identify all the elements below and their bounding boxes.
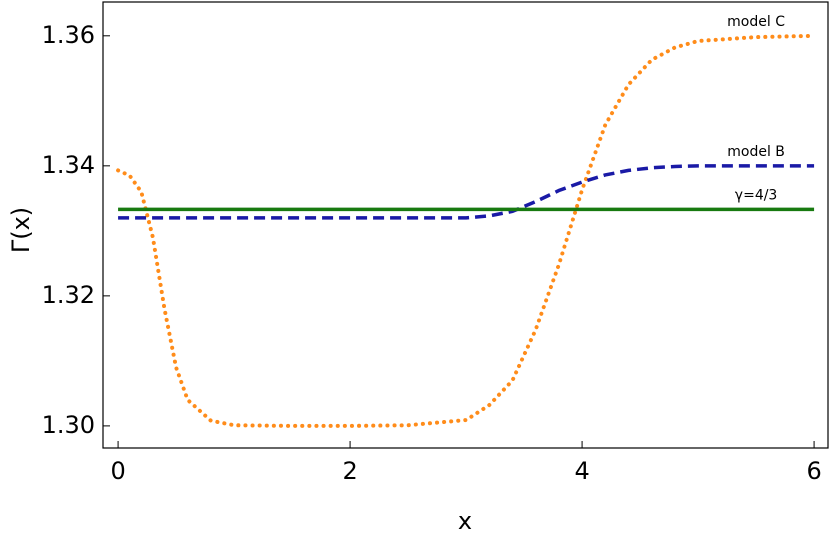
y-tick-label: 1.32 [42,281,95,309]
y-tick-label: 1.36 [42,21,95,49]
x-axis-label: x [458,507,472,535]
x-tick-label: 2 [342,457,357,485]
series-label: model C [727,14,785,30]
y-tick-label: 1.34 [42,151,95,179]
series-line [116,33,817,428]
x-tick-label: 4 [574,457,589,485]
y-tick-label: 1.30 [42,411,95,439]
y-axis-label: Γ(x) [7,207,35,253]
x-tick-label: 6 [806,457,821,485]
series-label: γ=4/3 [735,187,778,203]
x-tick-label: 0 [110,457,125,485]
plot-frame [102,1,829,449]
series-label: model B [727,144,785,160]
series-line [118,164,815,220]
